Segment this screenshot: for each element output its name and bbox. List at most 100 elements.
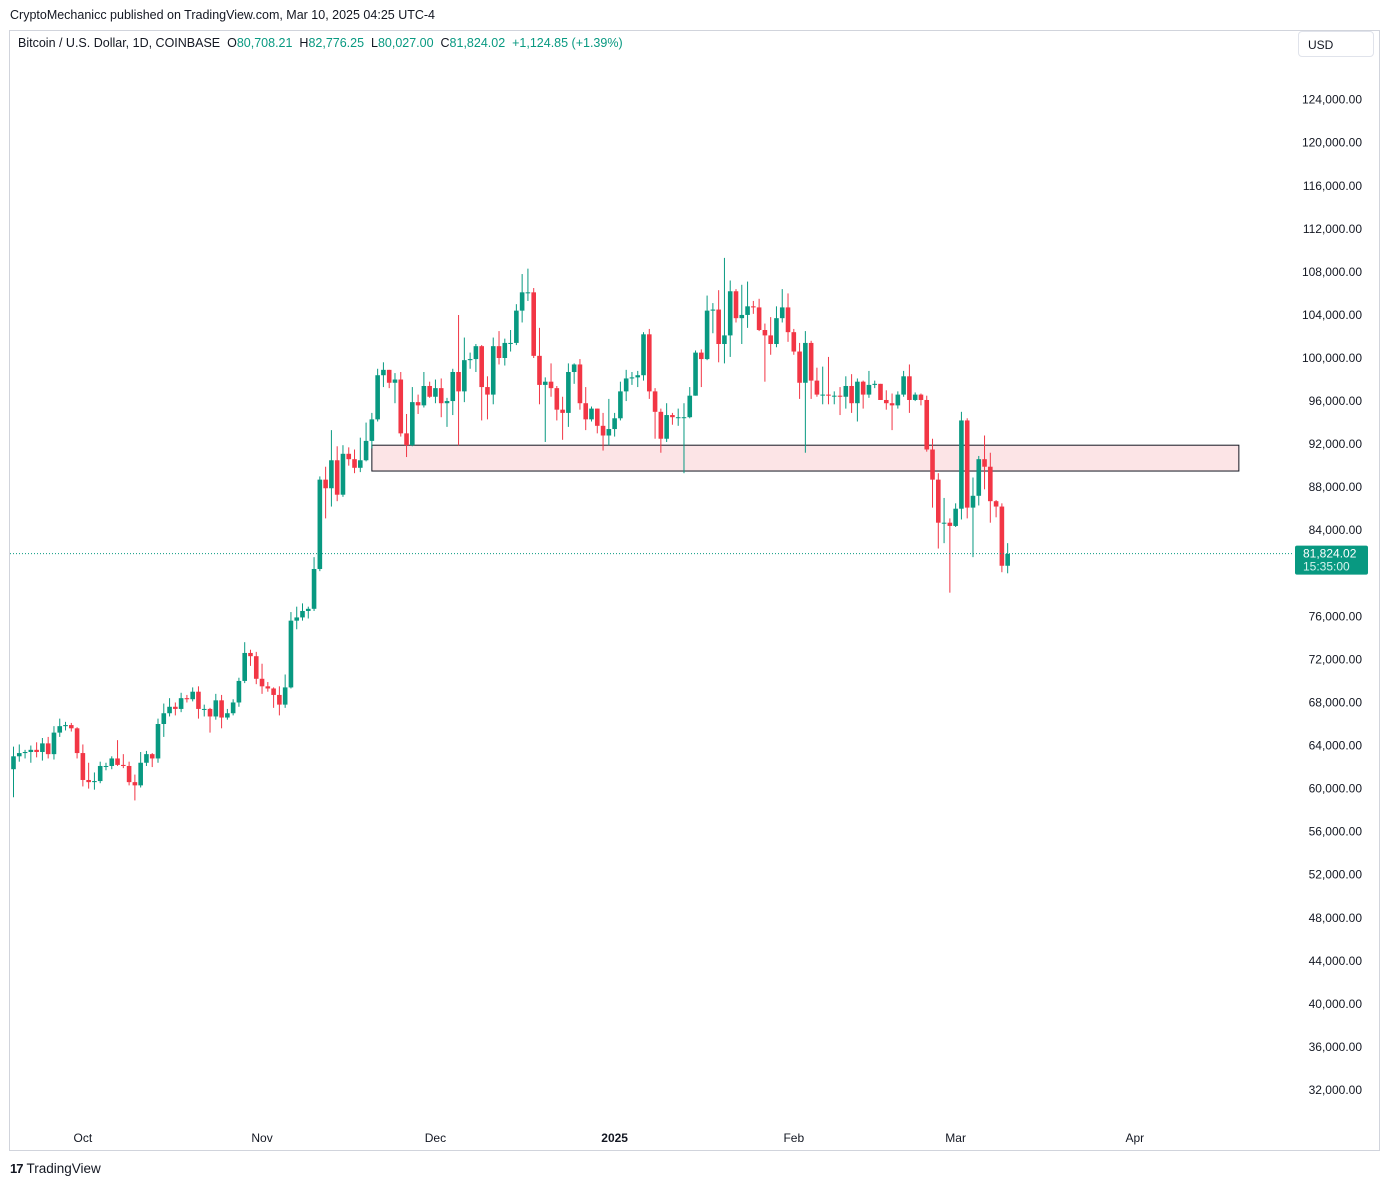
candle-body: [184, 698, 190, 700]
candle-body: [860, 381, 866, 395]
candle: [253, 651, 259, 685]
candle: [467, 352, 473, 369]
high-value: 82,776.25: [308, 36, 365, 50]
x-tick-label: 2025: [601, 1131, 628, 1145]
y-tick-label: 108,000.00: [1302, 265, 1362, 279]
candle-body: [508, 342, 513, 344]
candle: [756, 298, 762, 332]
candle-body: [618, 391, 623, 419]
candle: [149, 753, 155, 768]
candle: [265, 682, 271, 692]
candle-body: [427, 385, 432, 397]
candle: [589, 406, 594, 422]
candle: [11, 746, 16, 798]
open-label: O: [227, 36, 237, 50]
candle-body: [421, 385, 427, 406]
candle-body: [51, 732, 57, 755]
candle-body: [722, 335, 727, 345]
candle: [473, 344, 479, 372]
candle: [606, 398, 612, 446]
y-tick-label: 120,000.00: [1302, 136, 1362, 150]
candle-body: [797, 351, 802, 383]
candle: [109, 756, 115, 770]
candle: [988, 452, 993, 523]
chart-frame: [9, 30, 1380, 1151]
candle-body: [126, 765, 132, 783]
candle-body: [219, 700, 224, 718]
candle-body: [109, 758, 115, 766]
candle-body: [92, 781, 97, 783]
candle: [571, 363, 577, 384]
candle: [670, 412, 675, 425]
candle: [92, 772, 97, 790]
candle: [831, 391, 837, 405]
candle: [490, 337, 496, 405]
last-price-tag: [1295, 545, 1368, 575]
candle-body: [242, 652, 247, 681]
y-tick-label: 84,000.00: [1309, 523, 1363, 537]
candle: [623, 369, 629, 402]
currency-button[interactable]: USD: [1298, 31, 1374, 57]
candle: [74, 727, 80, 759]
candle: [427, 381, 432, 398]
candle: [860, 380, 866, 409]
candle-body: [16, 753, 22, 757]
candle-body: [635, 375, 641, 378]
candle-body: [953, 508, 958, 526]
candle-body: [1005, 553, 1010, 566]
candles-layer: [11, 257, 1010, 801]
candle: [970, 477, 976, 558]
x-tick-label: Apr: [1125, 1131, 1144, 1145]
candle: [658, 408, 664, 453]
candle-body: [277, 694, 282, 705]
candle: [895, 391, 901, 409]
candle-body: [779, 307, 785, 319]
candle-body: [542, 381, 548, 385]
candle: [982, 435, 987, 490]
candle-body: [514, 310, 519, 343]
candle-body: [571, 364, 577, 372]
candle-body: [866, 384, 872, 395]
candle: [34, 742, 39, 758]
candle: [398, 371, 404, 437]
candle: [883, 390, 889, 410]
candle-body: [248, 652, 253, 657]
candle: [196, 686, 201, 719]
candle: [600, 412, 606, 451]
y-tick-label: 116,000.00: [1303, 179, 1362, 193]
candle: [647, 328, 652, 399]
candle-body: [970, 495, 976, 508]
y-tick-label: 40,000.00: [1309, 997, 1363, 1011]
tradingview-brand[interactable]: 17 TradingView: [10, 1161, 101, 1176]
candle-body: [225, 713, 230, 718]
candle: [63, 721, 68, 731]
candle-body: [450, 371, 456, 402]
candle: [508, 330, 513, 352]
candle: [334, 446, 340, 502]
candle-body: [288, 620, 294, 688]
candle-body: [433, 388, 438, 397]
candle: [537, 327, 542, 405]
candle-body: [132, 782, 138, 786]
y-tick-label: 60,000.00: [1309, 782, 1363, 796]
candle-body: [733, 291, 739, 319]
ohlc-legend: Bitcoin / U.S. Dollar, 1D, COINBASE O80,…: [18, 36, 623, 50]
candle: [745, 281, 750, 328]
candle: [381, 362, 386, 388]
candle-body: [560, 409, 565, 413]
candle-body: [814, 380, 820, 395]
candle-body: [323, 479, 328, 489]
candle: [814, 367, 820, 397]
candle: [699, 349, 704, 388]
y-tick-label: 48,000.00: [1309, 911, 1363, 925]
candle: [531, 288, 536, 358]
candle-body: [294, 617, 300, 621]
candle: [964, 418, 970, 519]
candle-body: [993, 501, 999, 507]
candle-body: [647, 334, 652, 392]
candle: [132, 774, 138, 801]
candle: [277, 686, 282, 716]
change-value: +1,124.85 (+1.39%): [512, 36, 623, 50]
